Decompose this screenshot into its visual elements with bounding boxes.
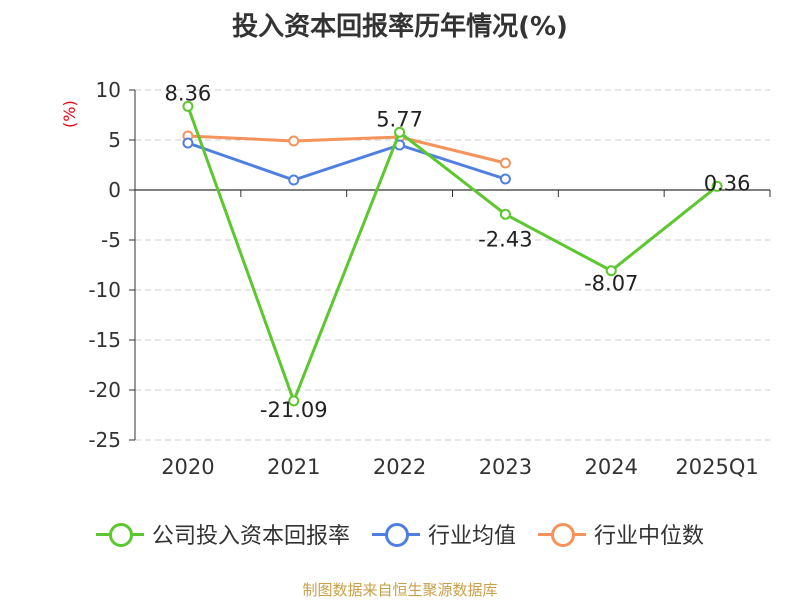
- data-label: 5.77: [376, 107, 423, 131]
- legend-marker-average: [371, 522, 420, 547]
- legend-label-median: 行业中位数: [594, 524, 705, 549]
- x-tick-label: 2021: [267, 455, 320, 479]
- source-note: 制图数据来自恒生聚源数据库: [302, 581, 498, 599]
- y-tick-label: -15: [88, 328, 121, 352]
- chart-title: 投入资本回报率历年情况(%): [232, 12, 568, 42]
- y-tick-label: -5: [101, 228, 121, 252]
- data-point-average: [182, 137, 194, 149]
- series-line-company: [186, 105, 719, 403]
- data-point-company: [499, 208, 511, 220]
- legend-label-average: 行业均值: [427, 524, 516, 549]
- y-tick-label: -25: [88, 428, 121, 452]
- data-label: -8.07: [584, 272, 638, 296]
- y-tick-label: -10: [88, 278, 121, 302]
- data-label: 0.36: [704, 171, 751, 195]
- y-tick-label: 0: [108, 178, 121, 202]
- legend-item-median[interactable]: 行业中位数: [538, 518, 704, 550]
- data-point-company: [394, 126, 406, 138]
- data-label: -21.09: [260, 398, 328, 422]
- x-tick-label: 2020: [161, 455, 214, 479]
- data-point-company: [288, 395, 300, 407]
- x-tick-label: 2023: [479, 455, 532, 479]
- legend-item-average[interactable]: 行业均值: [371, 518, 516, 550]
- y-tick-label: 10: [96, 78, 121, 102]
- data-point-median: [288, 135, 300, 147]
- data-point-company: [605, 265, 617, 277]
- data-point-average: [288, 174, 300, 186]
- x-tick-label: 2024: [585, 455, 638, 479]
- data-point-average: [499, 173, 511, 185]
- data-point-company: [182, 100, 194, 112]
- legend-marker-company: [95, 522, 144, 547]
- series-line-median: [187, 134, 506, 165]
- y-tick-label: -20: [88, 378, 121, 402]
- line-chart: 10 5 0 -5 -10 -15 -20 -25 2020 2021 2022 2023 2024 20…: [88, 78, 771, 479]
- x-tick-label: 2022: [373, 455, 426, 479]
- y-tick-label: 5: [108, 128, 121, 152]
- x-tick-label: 2025Q1: [675, 455, 758, 479]
- data-point-median: [499, 157, 511, 169]
- legend: 公司投入资本回报率 行业均值 行业中位数: [0, 518, 800, 550]
- series-line-average: [187, 141, 506, 182]
- legend-label-company: 公司投入资本回报率: [151, 524, 350, 549]
- data-label: 8.36: [165, 81, 212, 105]
- legend-item-company[interactable]: 公司投入资本回报率: [95, 518, 350, 550]
- data-point-company: [711, 180, 723, 192]
- data-label: -2.43: [478, 227, 532, 251]
- legend-marker-median: [538, 522, 586, 547]
